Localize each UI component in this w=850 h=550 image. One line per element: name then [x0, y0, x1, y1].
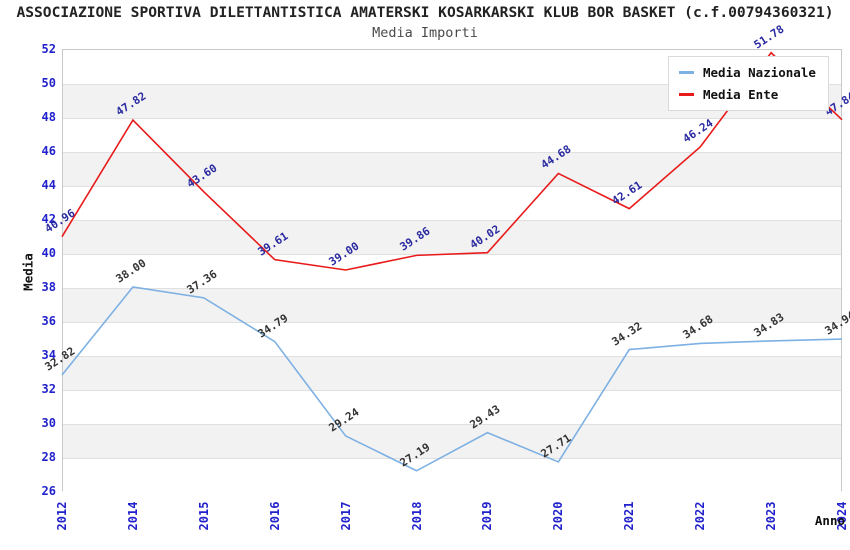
gridline	[63, 152, 841, 153]
legend-label: Media Ente	[703, 87, 779, 102]
chart-subtitle: Media Importi	[372, 25, 478, 41]
legend-swatch-icon	[679, 71, 694, 74]
gridline	[63, 424, 841, 425]
plot-band	[63, 458, 841, 492]
gridline	[63, 186, 841, 187]
gridline	[63, 322, 841, 323]
y-tick-label: 42	[41, 212, 56, 226]
x-tick-label: 2012	[55, 501, 69, 531]
y-tick-label: 46	[41, 144, 56, 158]
y-tick-label: 32	[41, 382, 56, 396]
legend-item: Media Nazionale	[679, 65, 816, 80]
legend-swatch-icon	[679, 93, 694, 96]
gridline	[63, 458, 841, 459]
x-axis-title: Anno	[814, 513, 845, 528]
y-tick-label: 28	[41, 450, 56, 464]
y-tick-label: 44	[41, 178, 56, 192]
chart-title: ASSOCIAZIONE SPORTIVA DILETTANTISTICA AM…	[16, 4, 834, 21]
plot-band	[63, 220, 841, 254]
x-tick-label: 2019	[480, 501, 495, 531]
legend: Media Nazionale Media Ente	[668, 56, 829, 111]
y-tick-label: 30	[41, 416, 56, 430]
x-tick-label: 2020	[551, 501, 566, 531]
x-tick-label: 2016	[267, 501, 282, 531]
plot-band	[63, 118, 841, 152]
y-tick-label: 48	[41, 110, 56, 124]
y-tick-label: 26	[41, 484, 56, 498]
gridline	[63, 356, 841, 357]
plot-band	[63, 254, 841, 288]
y-tick-label: 34	[41, 348, 56, 362]
legend-item: Media Ente	[679, 87, 816, 102]
x-tick-label: 2022	[693, 501, 708, 531]
x-tick-label: 2014	[125, 501, 140, 531]
x-tick-label: 2017	[338, 501, 353, 531]
y-tick-label: 40	[41, 246, 56, 260]
gridline	[63, 288, 841, 289]
plot-area	[62, 49, 842, 492]
gridline	[63, 390, 841, 391]
x-tick-label: 2021	[622, 501, 637, 531]
plot-band	[63, 390, 841, 424]
y-tick-label: 38	[41, 280, 56, 294]
y-tick-label: 52	[41, 42, 56, 56]
plot-band	[63, 322, 841, 356]
plot-band	[63, 152, 841, 186]
x-tick-label: 2023	[764, 501, 779, 531]
gridline	[63, 118, 841, 119]
x-tick-label: 2015	[196, 501, 211, 531]
plot-band	[63, 186, 841, 220]
plot-band	[63, 424, 841, 458]
x-tick-label: 2018	[409, 501, 424, 531]
plot-band	[63, 288, 841, 322]
gridline	[63, 220, 841, 221]
y-tick-label: 50	[41, 76, 56, 90]
legend-label: Media Nazionale	[703, 65, 816, 80]
y-tick-label: 36	[41, 314, 56, 328]
gridline	[63, 254, 841, 255]
plot-band	[63, 356, 841, 390]
